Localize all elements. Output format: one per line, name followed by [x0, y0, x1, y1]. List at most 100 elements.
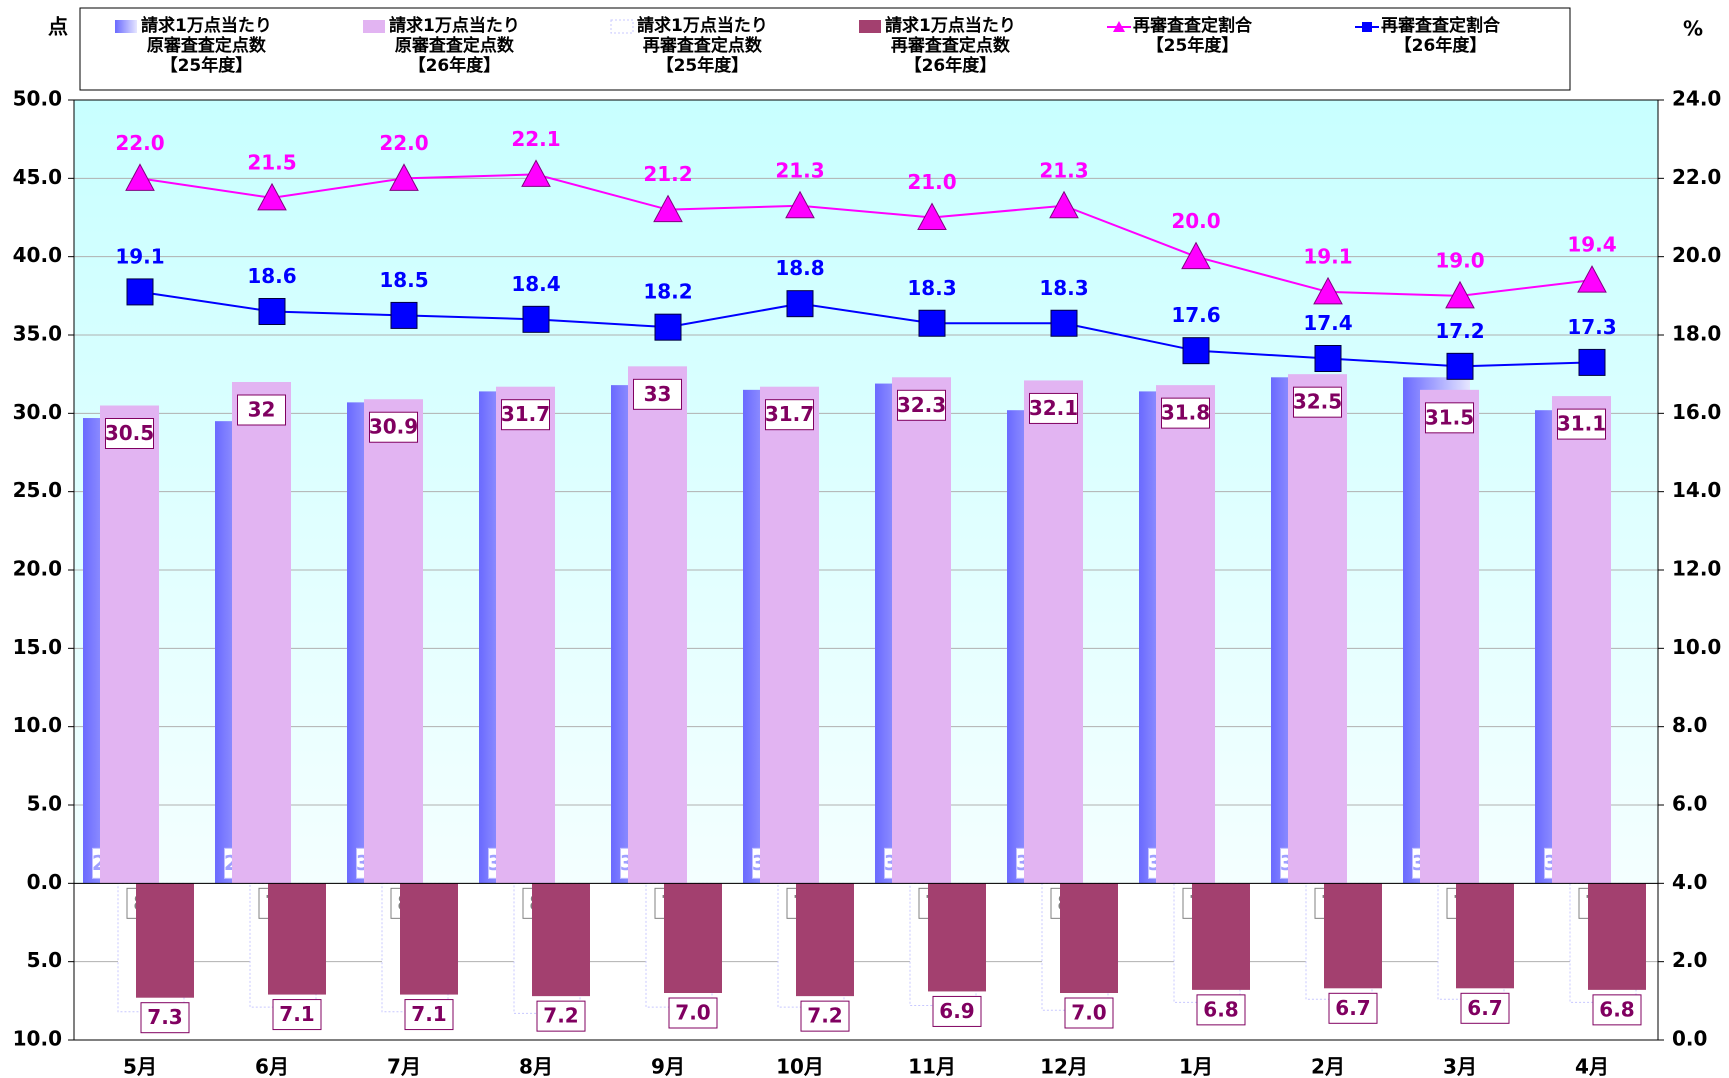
plot-frame: [73, 99, 1659, 1041]
value-label: 19.4: [1567, 233, 1616, 257]
value-label: 32.5: [1293, 390, 1342, 414]
value-label-box: [1029, 392, 1078, 424]
marker: [1578, 348, 1606, 376]
y-tick-label: 10.0: [13, 1027, 62, 1051]
bar: [400, 883, 458, 995]
marker: [917, 202, 947, 230]
marker: [1313, 276, 1343, 305]
bar: [1588, 883, 1646, 990]
legend-label: 再審査査定割合 【25年度】: [1133, 16, 1252, 56]
value-label: 32.1: [1029, 396, 1078, 420]
marker: [1182, 337, 1210, 365]
bar: [232, 382, 291, 884]
y-unit: 点: [48, 15, 68, 39]
value-label: 21.5: [247, 150, 296, 174]
y-tick-label: 35.0: [13, 322, 62, 346]
y-tick-label: 5.0: [27, 948, 62, 972]
marker: [522, 305, 550, 333]
marker: [389, 163, 419, 191]
y-tick-label: 30.0: [13, 400, 62, 424]
value-label: 7.3: [147, 1005, 182, 1029]
y2-tick-label: 10.0: [1672, 635, 1721, 659]
bar: [136, 883, 194, 998]
value-label: 18.5: [379, 268, 428, 292]
legend-swatch: [115, 20, 137, 33]
bar: [100, 405, 159, 884]
legend-label: 請求1万点当たり 再審査査定点数 【26年度】: [885, 16, 1016, 76]
marker: [1577, 265, 1607, 293]
value-label-box: [1460, 992, 1510, 1024]
legend-marker: [1113, 21, 1125, 32]
value-label: 18.6: [247, 264, 296, 288]
y2-tick-label: 8.0: [1672, 713, 1707, 737]
value-label: 21.3: [775, 158, 824, 182]
value-label-box: [1064, 997, 1114, 1029]
marker: [1181, 241, 1211, 270]
y-tick-label: 50.0: [13, 87, 62, 111]
value-label: 31.7: [501, 402, 550, 426]
value-label-box: [237, 394, 286, 426]
y-tick-label: 15.0: [13, 635, 62, 659]
y2-tick-label: 6.0: [1672, 792, 1707, 816]
value-label: 22.1: [511, 127, 560, 151]
y2-tick-label: 2.0: [1672, 948, 1707, 972]
value-label-box: [897, 389, 946, 421]
y2-tick-label: 12.0: [1672, 557, 1721, 581]
y2-tick-label: 22.0: [1672, 165, 1721, 189]
bar: [1456, 883, 1514, 989]
x-tick-label: 12月: [1040, 1055, 1088, 1078]
legend-box: [79, 7, 1571, 91]
value-label-box: [272, 999, 322, 1031]
y-tick-label: 25.0: [13, 478, 62, 502]
legend-label: 請求1万点当たり 再審査査定点数 【25年度】: [637, 16, 768, 76]
value-label: 7.2: [807, 1004, 842, 1028]
value-label: 32: [248, 398, 276, 422]
x-tick-label: 5月: [123, 1055, 157, 1078]
value-label-box: [668, 997, 718, 1029]
value-label: 7.0: [1071, 1001, 1106, 1025]
bar: [1192, 883, 1250, 990]
x-tick-label: 6月: [255, 1055, 289, 1078]
value-label-box: [1161, 397, 1210, 429]
x-tick-label: 3月: [1443, 1055, 1477, 1078]
bar: [928, 883, 986, 992]
value-label: 31.5: [1425, 405, 1474, 429]
bar: [1552, 396, 1611, 884]
value-label: 20.0: [1171, 209, 1220, 233]
bar: [760, 386, 819, 884]
marker: [918, 309, 946, 337]
x-tick-label: 4月: [1575, 1055, 1609, 1078]
value-label: 18.2: [643, 280, 692, 304]
bar: [1324, 883, 1382, 989]
value-label-box: [633, 378, 682, 410]
bar: [796, 883, 854, 997]
marker: [1050, 309, 1078, 337]
x-tick-label: 1月: [1179, 1055, 1213, 1078]
bar: [532, 883, 590, 997]
x-tick-label: 2月: [1311, 1055, 1345, 1078]
legend-label: 請求1万点当たり 原審査査定点数 【26年度】: [389, 16, 520, 76]
x-tick-label: 9月: [651, 1055, 685, 1078]
bar: [364, 399, 423, 884]
x-tick-label: 11月: [908, 1055, 956, 1078]
bar: [1060, 883, 1118, 993]
y2-tick-label: 0.0: [1672, 1027, 1707, 1051]
value-label-box: [932, 995, 982, 1027]
y-tick-label: 40.0: [13, 243, 62, 267]
value-label-box: [765, 399, 814, 431]
marker: [1445, 280, 1475, 309]
legend-label: 請求1万点当たり 原審査査定点数 【25年度】: [141, 16, 272, 76]
bar: [1420, 389, 1479, 884]
value-label: 6.7: [1335, 996, 1370, 1020]
value-label-box: [1592, 994, 1642, 1026]
bar: [268, 883, 326, 995]
value-label: 7.1: [279, 1002, 314, 1026]
value-label: 18.4: [511, 272, 560, 296]
value-label: 33: [644, 382, 672, 406]
marker: [125, 163, 155, 191]
value-label: 17.2: [1435, 319, 1484, 343]
value-label: 21.0: [907, 170, 956, 194]
legend-swatch: [363, 20, 385, 33]
value-label: 19.1: [1303, 244, 1352, 268]
